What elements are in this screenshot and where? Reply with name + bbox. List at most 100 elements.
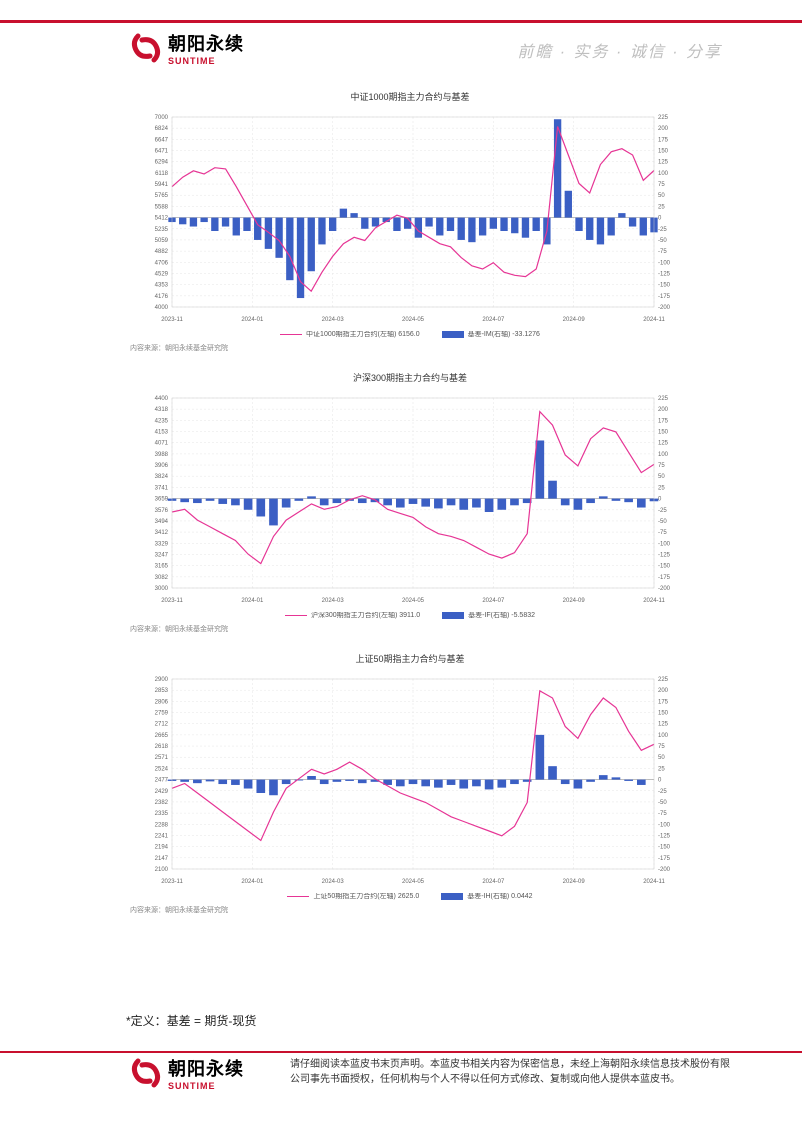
- svg-text:4400: 4400: [155, 396, 169, 402]
- svg-text:-25: -25: [658, 789, 667, 795]
- svg-text:2571: 2571: [155, 755, 169, 761]
- svg-text:125: 125: [658, 441, 669, 447]
- svg-text:75: 75: [658, 182, 665, 188]
- svg-text:6118: 6118: [155, 171, 169, 177]
- svg-text:2194: 2194: [155, 845, 169, 851]
- svg-text:2288: 2288: [155, 822, 169, 828]
- legend-line-label: 中证1000期指主力合约(左轴) 6156.0: [306, 331, 420, 338]
- svg-text:2023-11: 2023-11: [161, 879, 183, 885]
- svg-text:-150: -150: [658, 564, 671, 570]
- svg-text:225: 225: [658, 396, 669, 402]
- header: 朝阳永续 SUNTIME 前瞻 · 实务 · 诚信 · 分享: [0, 30, 802, 80]
- svg-text:4000: 4000: [155, 305, 169, 311]
- svg-text:2024-09: 2024-09: [563, 317, 586, 323]
- svg-text:175: 175: [658, 137, 669, 143]
- svg-text:5059: 5059: [155, 238, 169, 244]
- svg-text:3082: 3082: [155, 575, 169, 581]
- svg-text:100: 100: [658, 171, 669, 177]
- svg-text:3824: 3824: [155, 474, 169, 480]
- svg-text:-175: -175: [658, 575, 671, 581]
- svg-text:2024-05: 2024-05: [402, 598, 425, 604]
- svg-text:4176: 4176: [155, 294, 169, 300]
- svg-text:2100: 2100: [155, 867, 169, 873]
- svg-text:-150: -150: [658, 845, 671, 851]
- svg-text:-75: -75: [658, 811, 667, 817]
- svg-text:-100: -100: [658, 822, 671, 828]
- definition-note: *定义：基差 = 期货-现货: [126, 1012, 256, 1029]
- svg-text:-75: -75: [658, 530, 667, 536]
- svg-text:-50: -50: [658, 800, 667, 806]
- svg-text:-50: -50: [658, 519, 667, 525]
- svg-text:4706: 4706: [155, 260, 169, 266]
- svg-text:75: 75: [658, 463, 665, 469]
- legend-bar-label: 基差-IH(右轴) 0.0442: [467, 893, 532, 900]
- svg-text:200: 200: [658, 126, 669, 132]
- svg-text:-125: -125: [658, 552, 671, 558]
- svg-text:3247: 3247: [155, 552, 169, 558]
- chart-source: 内容来源：朝阳永续基金研究院: [130, 343, 690, 353]
- svg-text:3329: 3329: [155, 541, 169, 547]
- logo-text-cn: 朝阳永续: [168, 30, 244, 56]
- svg-text:150: 150: [658, 430, 669, 436]
- svg-text:-200: -200: [658, 586, 671, 592]
- svg-text:-25: -25: [658, 508, 667, 514]
- svg-text:2335: 2335: [155, 811, 169, 817]
- svg-text:4071: 4071: [155, 441, 169, 447]
- svg-text:175: 175: [658, 418, 669, 424]
- svg-text:6294: 6294: [155, 160, 169, 166]
- chart-title: 中证1000期指主力合约与基差: [130, 90, 690, 103]
- charts-container: 中证1000期指主力合约与基差 400041764353452947064882…: [130, 90, 690, 933]
- brand-logo: 朝阳永续 SUNTIME: [130, 30, 244, 66]
- svg-text:-75: -75: [658, 249, 667, 255]
- svg-text:2024-09: 2024-09: [563, 598, 586, 604]
- svg-text:3988: 3988: [155, 452, 169, 458]
- svg-text:2712: 2712: [155, 722, 169, 728]
- svg-text:2524: 2524: [155, 766, 169, 772]
- svg-text:2618: 2618: [155, 744, 169, 750]
- svg-text:3412: 3412: [155, 530, 169, 536]
- svg-text:5412: 5412: [155, 216, 169, 222]
- svg-text:2900: 2900: [155, 677, 169, 683]
- legend-bar-label: 基差-IF(右轴) -5.5832: [468, 612, 535, 619]
- svg-text:-175: -175: [658, 294, 671, 300]
- svg-text:3576: 3576: [155, 508, 169, 514]
- svg-text:150: 150: [658, 711, 669, 717]
- svg-text:100: 100: [658, 733, 669, 739]
- svg-text:3165: 3165: [155, 564, 169, 570]
- svg-text:2023-11: 2023-11: [161, 598, 183, 604]
- svg-text:-200: -200: [658, 867, 671, 873]
- logo-text-en: SUNTIME: [168, 56, 244, 66]
- svg-text:2024-01: 2024-01: [241, 879, 264, 885]
- chart-canvas: 4000417643534529470648825059523554125588…: [130, 111, 690, 331]
- svg-text:2477: 2477: [155, 778, 169, 784]
- svg-text:3741: 3741: [155, 485, 169, 491]
- svg-text:6471: 6471: [155, 149, 169, 155]
- svg-text:2806: 2806: [155, 699, 169, 705]
- svg-text:-25: -25: [658, 227, 667, 233]
- footer-disclaimer: 请仔细阅读本蓝皮书末页声明。本蓝皮书相关内容为保密信息，未经上海朝阳永续信息技术…: [290, 1057, 732, 1087]
- svg-text:2024-01: 2024-01: [241, 317, 264, 323]
- legend-bar-label: 基差-IM(右轴) -33.1276: [468, 331, 540, 338]
- svg-text:4235: 4235: [155, 418, 169, 424]
- svg-text:50: 50: [658, 193, 665, 199]
- svg-text:5941: 5941: [155, 182, 169, 188]
- chart-title: 沪深300期指主力合约与基差: [130, 371, 690, 384]
- svg-text:50: 50: [658, 755, 665, 761]
- tagline: 前瞻 · 实务 · 诚信 · 分享: [517, 38, 722, 62]
- svg-text:6647: 6647: [155, 137, 169, 143]
- svg-text:200: 200: [658, 688, 669, 694]
- svg-text:3659: 3659: [155, 497, 169, 503]
- svg-text:2023-11: 2023-11: [161, 317, 183, 323]
- svg-text:-175: -175: [658, 856, 671, 862]
- svg-text:2024-11: 2024-11: [643, 879, 665, 885]
- svg-text:2382: 2382: [155, 800, 169, 806]
- top-divider: [0, 20, 802, 23]
- svg-text:5588: 5588: [155, 204, 169, 210]
- svg-text:4882: 4882: [155, 249, 169, 255]
- svg-text:3494: 3494: [155, 519, 169, 525]
- svg-text:4153: 4153: [155, 430, 169, 436]
- svg-text:25: 25: [658, 204, 665, 210]
- svg-text:225: 225: [658, 677, 669, 683]
- svg-text:175: 175: [658, 699, 669, 705]
- svg-text:7000: 7000: [155, 115, 169, 121]
